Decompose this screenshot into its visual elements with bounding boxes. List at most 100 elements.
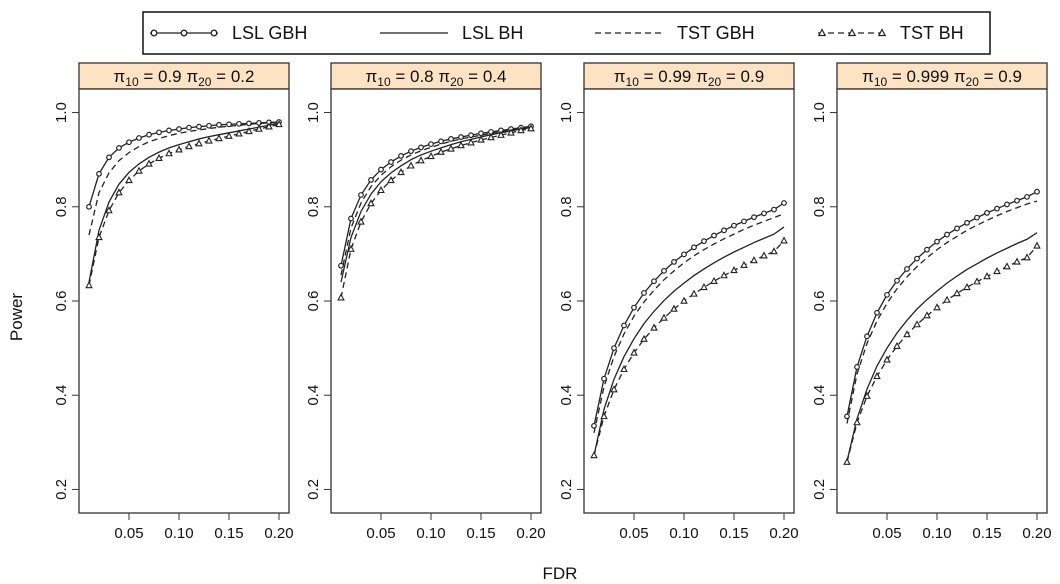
legend-entry-tst_gbh: TST GBH bbox=[595, 23, 755, 43]
series-tst_bh bbox=[85, 119, 283, 289]
data-point-tst_bh bbox=[145, 159, 153, 167]
strip-text: π bbox=[614, 67, 626, 86]
data-point-tst_bh bbox=[993, 266, 1001, 275]
x-tick-label: 0.05 bbox=[872, 525, 901, 542]
data-point-tst_bh bbox=[417, 156, 425, 164]
legend-marker-tst_bh bbox=[877, 28, 887, 37]
data-point-tst_bh bbox=[85, 281, 93, 289]
panel-strip-label: π10 = 0.9 π20 = 0.2 bbox=[114, 67, 255, 89]
y-tick-label: 0.8 bbox=[811, 196, 828, 217]
data-point-lsl_gbh bbox=[468, 132, 474, 139]
data-point-tst_bh bbox=[770, 247, 778, 255]
data-point-lsl_gbh bbox=[761, 210, 767, 217]
data-point-tst_bh bbox=[903, 330, 911, 338]
series-line-tst_gbh bbox=[340, 126, 532, 276]
data-point-tst_bh bbox=[135, 166, 143, 174]
data-point-tst_bh bbox=[760, 251, 768, 259]
data-point-lsl_gbh bbox=[156, 129, 162, 136]
data-point-lsl_gbh bbox=[701, 238, 707, 245]
x-tick-label: 0.10 bbox=[669, 525, 698, 542]
series-tst_bh bbox=[843, 241, 1041, 465]
y-tick-label: 1.0 bbox=[811, 102, 828, 123]
data-point-lsl_gbh bbox=[196, 123, 202, 130]
data-point-tst_bh bbox=[457, 141, 465, 149]
y-tick-label: 1.0 bbox=[305, 102, 322, 123]
strip-subscript: 20 bbox=[708, 75, 722, 89]
data-point-tst_bh bbox=[235, 129, 243, 137]
x-tick-label: 0.15 bbox=[466, 525, 495, 542]
data-point-tst_bh bbox=[527, 124, 535, 132]
series-line-lsl_bh bbox=[593, 226, 785, 456]
data-point-tst_bh bbox=[853, 418, 861, 426]
data-point-tst_bh bbox=[590, 451, 598, 459]
data-point-tst_bh bbox=[115, 188, 123, 196]
data-point-lsl_gbh bbox=[398, 152, 404, 159]
panel-frame bbox=[583, 88, 795, 514]
panel-4: π10 = 0.999 π20 = 0.90.20.40.60.81.00.05… bbox=[811, 62, 1052, 542]
data-point-tst_bh bbox=[377, 185, 385, 194]
panel-strip bbox=[836, 62, 1048, 90]
legend-entry-lsl_gbh: LSL GBH bbox=[150, 23, 307, 43]
y-tick-label: 0.6 bbox=[811, 291, 828, 312]
data-point-lsl_gbh bbox=[691, 244, 697, 251]
data-point-tst_bh bbox=[953, 289, 961, 297]
x-tick-label: 0.20 bbox=[516, 525, 545, 542]
series-tst_gbh bbox=[340, 126, 532, 276]
data-point-tst_bh bbox=[347, 244, 355, 252]
data-point-tst_bh bbox=[275, 119, 283, 128]
strip-text: π bbox=[954, 67, 966, 86]
series-lsl_gbh bbox=[844, 188, 1040, 420]
data-point-tst_bh bbox=[397, 168, 405, 176]
data-point-lsl_gbh bbox=[771, 206, 777, 213]
strip-subscript: 20 bbox=[450, 75, 464, 89]
data-point-lsl_gbh bbox=[944, 231, 950, 238]
data-point-lsl_gbh bbox=[216, 121, 222, 128]
data-point-lsl_gbh bbox=[934, 238, 940, 245]
data-point-tst_bh bbox=[517, 126, 525, 134]
panel-2: π10 = 0.8 π20 = 0.40.20.40.60.81.00.05 0.… bbox=[305, 62, 546, 542]
data-point-tst_bh bbox=[225, 131, 233, 139]
data-point-lsl_gbh bbox=[1024, 193, 1030, 200]
data-point-lsl_gbh bbox=[611, 345, 617, 352]
series-line-lsl_bh bbox=[88, 122, 280, 283]
data-point-lsl_gbh bbox=[711, 232, 717, 239]
data-point-lsl_gbh bbox=[1034, 188, 1040, 195]
data-point-lsl_gbh bbox=[994, 205, 1000, 212]
data-point-tst_bh bbox=[913, 320, 921, 328]
data-point-tst_bh bbox=[367, 199, 375, 207]
data-point-lsl_gbh bbox=[854, 364, 860, 370]
chart-legend: LSL GBH LSL BH TST GBH TST BH bbox=[142, 11, 991, 55]
strip-text: π bbox=[438, 67, 450, 86]
data-point-tst_bh bbox=[1003, 262, 1011, 270]
data-point-lsl_gbh bbox=[884, 291, 890, 298]
data-point-tst_bh bbox=[487, 133, 495, 141]
series-tst_bh bbox=[590, 236, 788, 459]
y-tick-label: 0.4 bbox=[53, 385, 70, 406]
data-point-tst_bh bbox=[973, 277, 981, 285]
y-tick-label: 0.8 bbox=[53, 196, 70, 217]
x-tick-label: 0.15 bbox=[972, 525, 1001, 542]
strip-text: π bbox=[696, 67, 708, 86]
data-point-tst_bh bbox=[175, 145, 183, 153]
panel-strip-label: π10 = 0.8 π20 = 0.4 bbox=[366, 67, 507, 89]
y-tick-label: 0.6 bbox=[558, 291, 575, 312]
data-point-lsl_gbh bbox=[904, 266, 910, 272]
data-point-tst_bh bbox=[620, 364, 628, 373]
data-point-lsl_gbh bbox=[651, 278, 657, 285]
data-point-lsl_gbh bbox=[388, 159, 394, 165]
panel-frame bbox=[836, 88, 1048, 514]
data-point-tst_bh bbox=[407, 161, 415, 169]
legend-items: LSL GBH LSL BH TST GBH TST BH bbox=[150, 23, 964, 43]
data-point-tst_bh bbox=[195, 139, 203, 147]
y-tick-label: 0.4 bbox=[811, 385, 828, 406]
data-point-tst_bh bbox=[923, 311, 931, 319]
data-point-tst_bh bbox=[963, 282, 971, 291]
data-point-tst_bh bbox=[720, 271, 728, 279]
data-point-tst_bh bbox=[700, 282, 708, 291]
data-point-tst_bh bbox=[1023, 253, 1031, 261]
data-point-tst_bh bbox=[650, 323, 658, 331]
data-point-tst_bh bbox=[255, 124, 263, 132]
strip-text: = 0.8 bbox=[391, 67, 439, 86]
panel-3: π10 = 0.99 π20 = 0.90.20.40.60.81.00.05 0… bbox=[558, 62, 799, 542]
x-tick-label: 0.05 bbox=[619, 525, 648, 542]
